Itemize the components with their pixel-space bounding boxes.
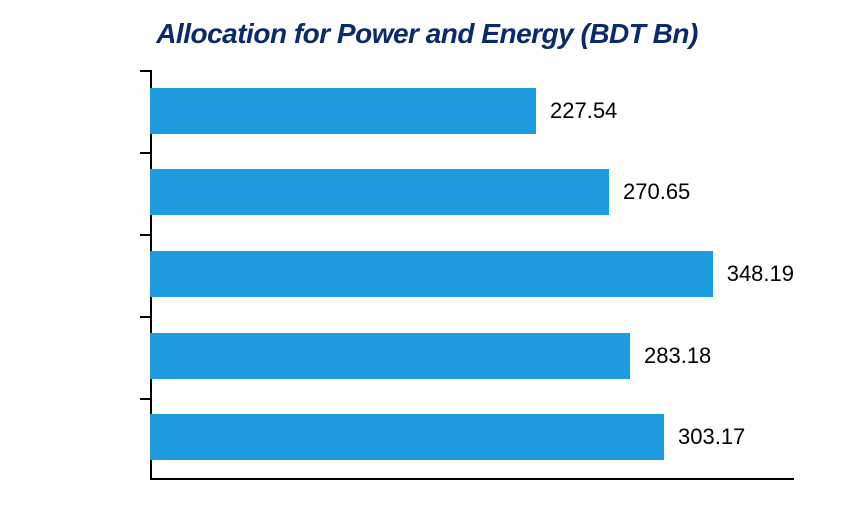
- bar-value-label: 348.19: [727, 261, 794, 287]
- bar-value-label: 270.65: [623, 179, 690, 205]
- bar: [150, 88, 536, 134]
- bar: [150, 251, 713, 297]
- y-axis-tick: [140, 398, 150, 400]
- bar-value-label: 303.17: [678, 424, 745, 450]
- bar: [150, 414, 664, 460]
- bar-row: 270.65: [150, 169, 794, 215]
- y-axis-tick: [140, 234, 150, 236]
- chart-plot-area: 227.54 270.65 348.19 283.18 303.17: [150, 70, 794, 480]
- bar-value-label: 227.54: [550, 98, 617, 124]
- bar-row: 303.17: [150, 414, 794, 460]
- bar: [150, 333, 630, 379]
- bar-value-label: 283.18: [644, 343, 711, 369]
- y-axis-tick: [140, 70, 150, 72]
- bar: [150, 169, 609, 215]
- bar-row: 283.18: [150, 333, 794, 379]
- y-axis-tick: [140, 316, 150, 318]
- bars-container: 227.54 270.65 348.19 283.18 303.17: [150, 70, 794, 478]
- bar-row: 227.54: [150, 88, 794, 134]
- y-axis-tick: [140, 152, 150, 154]
- chart-title: Allocation for Power and Energy (BDT Bn): [0, 0, 854, 70]
- x-axis: [150, 478, 794, 480]
- bar-row: 348.19: [150, 251, 794, 297]
